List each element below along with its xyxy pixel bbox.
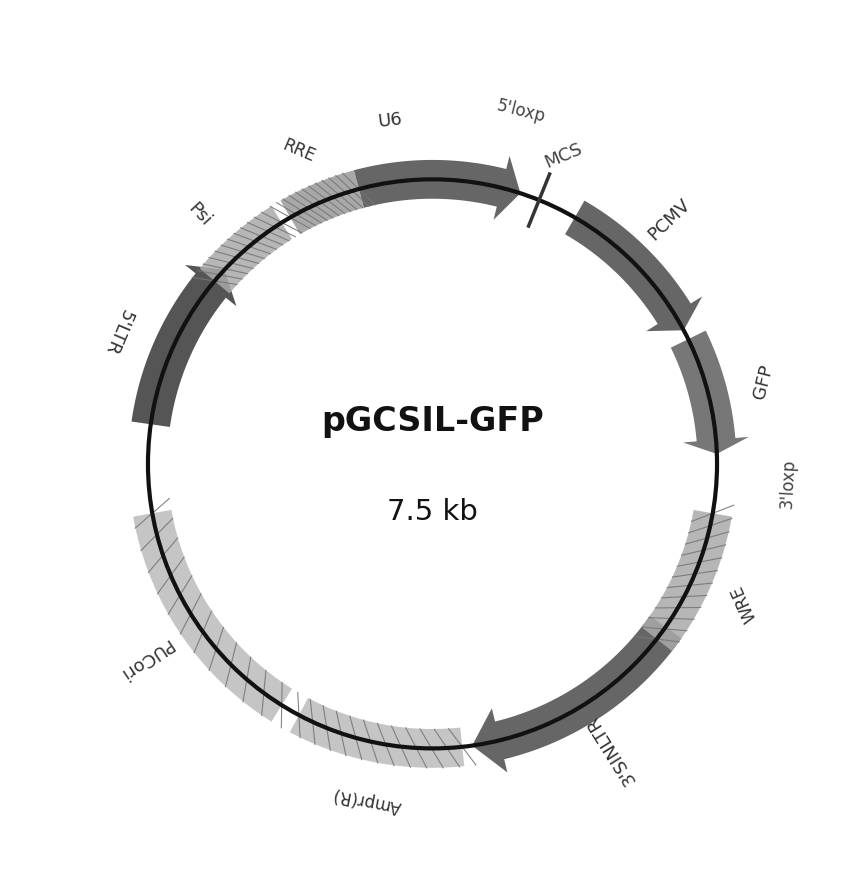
Text: MCS: MCS — [542, 139, 586, 172]
Polygon shape — [354, 157, 521, 221]
Polygon shape — [290, 698, 465, 768]
Text: GFP: GFP — [751, 363, 777, 401]
Polygon shape — [565, 202, 702, 332]
Text: RRE: RRE — [280, 136, 318, 165]
Polygon shape — [280, 171, 364, 235]
Text: WRE: WRE — [728, 581, 760, 624]
Text: U6: U6 — [377, 110, 403, 131]
Polygon shape — [472, 617, 682, 773]
Text: PUCori: PUCori — [115, 634, 175, 682]
Text: PCMV: PCMV — [645, 195, 695, 243]
Polygon shape — [642, 510, 732, 652]
Text: 5'LTR: 5'LTR — [100, 306, 136, 356]
Text: pGCSIL-GFP: pGCSIL-GFP — [321, 405, 544, 438]
Polygon shape — [131, 266, 236, 427]
Text: 3'loxp: 3'loxp — [778, 458, 798, 509]
Text: 3'SINLTR: 3'SINLTR — [582, 711, 638, 787]
Text: 7.5 kb: 7.5 kb — [387, 498, 478, 525]
Polygon shape — [670, 332, 749, 454]
Polygon shape — [133, 510, 292, 722]
Text: 5'loxp: 5'loxp — [494, 96, 547, 126]
Polygon shape — [200, 207, 292, 294]
Text: Ampr(R): Ampr(R) — [331, 784, 403, 815]
Text: Psi: Psi — [184, 200, 215, 230]
